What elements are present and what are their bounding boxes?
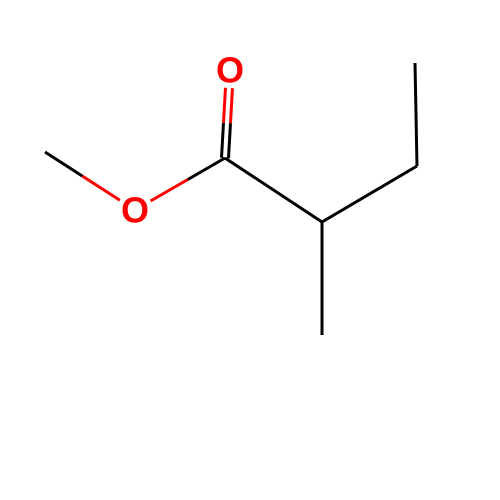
bond bbox=[222, 123, 224, 158]
bond bbox=[415, 63, 417, 166]
atom-label-o: O bbox=[121, 190, 149, 231]
bond bbox=[151, 179, 188, 200]
bond bbox=[230, 88, 232, 123]
atom-label-o: O bbox=[216, 50, 244, 91]
bond bbox=[322, 166, 417, 222]
bond bbox=[228, 123, 230, 158]
bond bbox=[225, 158, 322, 222]
bond bbox=[82, 176, 119, 200]
bond bbox=[45, 152, 82, 176]
bond bbox=[188, 158, 225, 179]
molecule-canvas: OO bbox=[0, 0, 500, 500]
bond bbox=[223, 88, 225, 123]
